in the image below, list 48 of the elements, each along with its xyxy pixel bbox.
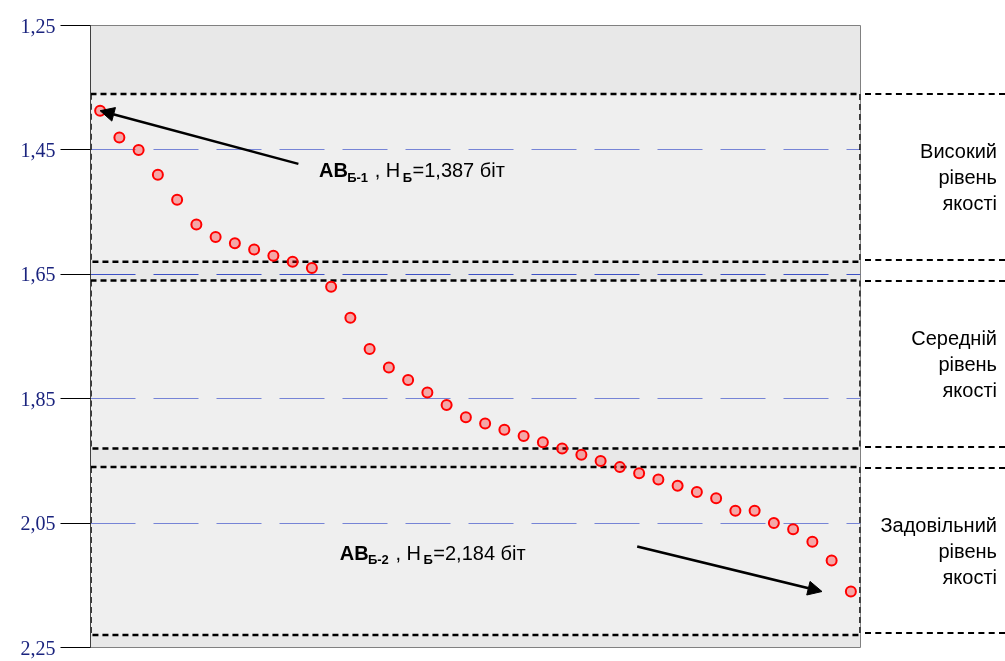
point: [710, 492, 723, 505]
band-label: Високий рівень якості: [920, 139, 998, 217]
point: [113, 131, 126, 144]
y-tick-label: 1,25: [20, 14, 56, 37]
point: [748, 504, 761, 517]
point: [363, 342, 376, 355]
point: [556, 442, 569, 455]
y-tick-label: 2,05: [20, 512, 56, 535]
point: [459, 411, 472, 424]
point: [498, 423, 511, 436]
point: [344, 311, 357, 324]
point: [844, 585, 857, 598]
point: [382, 361, 395, 374]
point: [575, 448, 588, 461]
point: [402, 374, 415, 387]
y-tick-label: 2,25: [20, 636, 56, 659]
point: [325, 280, 338, 293]
point: [825, 554, 838, 567]
point: [517, 430, 530, 443]
point: [228, 237, 241, 250]
point: [440, 398, 453, 411]
point: [633, 467, 646, 480]
point: [671, 479, 684, 492]
point: [787, 523, 800, 536]
point: [132, 143, 145, 156]
point: [806, 535, 819, 548]
point: [729, 504, 742, 517]
point: [536, 436, 549, 449]
point: [190, 218, 203, 231]
point: [421, 386, 434, 399]
point: [305, 262, 318, 275]
point: [690, 486, 703, 498]
point: [594, 454, 607, 467]
point: [479, 417, 492, 430]
point: [151, 168, 164, 181]
y-tick-label: 1,65: [20, 263, 56, 286]
point: [613, 461, 626, 474]
point: [267, 249, 280, 262]
y-tick-label: 1,45: [20, 138, 56, 161]
point: [286, 255, 299, 268]
band-label: Середній рівень якості: [911, 325, 998, 403]
point: [767, 517, 780, 530]
point: [652, 473, 665, 486]
point: [248, 243, 261, 256]
band-label: Задовільний рівень якості: [880, 512, 998, 590]
y-tick-label: 1,85: [20, 387, 56, 410]
point: [171, 193, 184, 206]
point: [209, 230, 222, 243]
